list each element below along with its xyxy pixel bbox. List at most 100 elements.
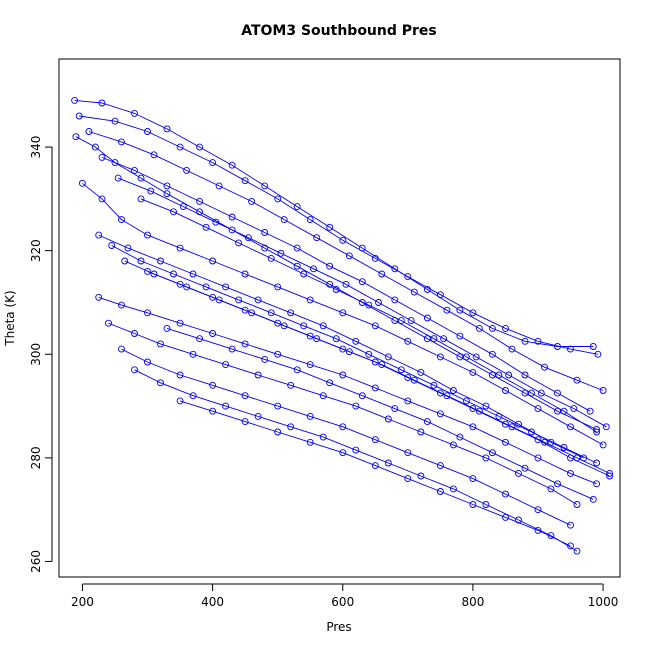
data-point — [560, 444, 568, 451]
data-point — [332, 335, 340, 343]
data-point — [352, 446, 360, 454]
data-point — [593, 459, 601, 467]
series — [72, 133, 601, 433]
data-point — [469, 405, 477, 413]
data-point — [114, 174, 122, 182]
data-point — [310, 265, 317, 273]
data-point — [599, 441, 607, 449]
data-point — [407, 317, 415, 325]
data-point — [228, 213, 236, 221]
data-point — [196, 208, 204, 216]
data-point — [475, 324, 483, 332]
data-point — [495, 371, 503, 379]
data-point — [189, 270, 197, 278]
data-point — [436, 410, 444, 418]
data-point — [137, 174, 145, 182]
data-point — [508, 423, 516, 431]
data-point — [404, 397, 412, 405]
data-point — [179, 203, 187, 211]
data-point — [528, 428, 535, 436]
series-line — [98, 234, 584, 459]
data-point — [365, 350, 373, 358]
data-point — [482, 402, 490, 410]
data-point — [254, 412, 262, 420]
data-point — [176, 280, 184, 288]
data-point — [371, 322, 379, 330]
series-group — [71, 96, 614, 555]
data-point — [326, 262, 334, 270]
data-point — [423, 314, 431, 322]
x-tick-label: 400 — [201, 595, 224, 609]
data-point — [274, 319, 282, 327]
data-point — [339, 371, 347, 379]
data-point — [144, 309, 151, 317]
data-point — [280, 322, 288, 330]
data-point — [515, 469, 522, 477]
data-point — [339, 236, 347, 244]
data-point — [404, 337, 412, 345]
data-point — [502, 490, 509, 498]
data-point — [189, 350, 197, 358]
series-line — [124, 260, 610, 474]
data-point — [287, 423, 295, 431]
data-point — [589, 495, 597, 503]
data-point — [274, 428, 282, 436]
data-point — [430, 335, 438, 343]
data-point — [111, 159, 119, 167]
data-point — [508, 345, 516, 353]
data-point — [121, 257, 129, 265]
data-point — [163, 125, 171, 133]
data-point — [488, 449, 496, 457]
data-point — [456, 332, 464, 340]
data-point — [118, 345, 125, 353]
data-point — [157, 340, 164, 348]
data-point — [534, 454, 542, 462]
y-axis: 260 280 300 320 340 — [29, 136, 53, 573]
data-point — [277, 249, 285, 257]
data-point — [462, 353, 470, 361]
data-point — [163, 190, 171, 198]
data-point — [488, 371, 496, 379]
series — [137, 195, 601, 436]
data-point — [521, 389, 529, 397]
data-point — [537, 389, 545, 397]
data-point — [98, 153, 106, 161]
data-point — [378, 361, 386, 369]
data-point — [248, 197, 256, 205]
data-point — [404, 374, 412, 382]
data-point — [274, 350, 282, 358]
data-point — [342, 280, 350, 288]
data-point — [397, 317, 405, 325]
data-point — [287, 309, 295, 317]
data-point — [306, 332, 314, 340]
data-point — [495, 412, 503, 420]
data-point — [313, 234, 321, 242]
data-point — [440, 335, 448, 343]
data-point — [144, 128, 151, 135]
data-point — [254, 296, 262, 304]
data-point — [72, 133, 80, 141]
data-point — [280, 216, 288, 224]
plot-area — [58, 58, 621, 578]
data-point — [371, 462, 379, 470]
data-point — [274, 195, 282, 203]
series-line — [179, 400, 571, 547]
data-point — [430, 381, 438, 389]
data-point — [599, 387, 607, 394]
data-point — [287, 381, 295, 389]
data-point — [137, 257, 145, 265]
data-point — [593, 425, 601, 433]
data-point — [371, 384, 379, 392]
x-tick-label: 600 — [331, 595, 354, 609]
y-tick-label: 280 — [29, 446, 43, 469]
series-line — [75, 136, 597, 430]
data-point — [449, 387, 457, 394]
series — [118, 345, 574, 529]
data-point — [567, 454, 574, 462]
data-point — [423, 335, 431, 343]
data-point — [371, 254, 379, 262]
data-point — [319, 322, 327, 330]
data-point — [293, 262, 301, 270]
data-point — [91, 143, 99, 151]
data-point — [391, 296, 399, 304]
